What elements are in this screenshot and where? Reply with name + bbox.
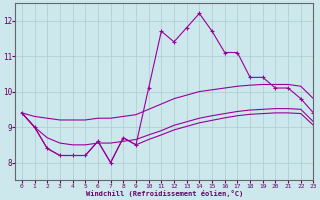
X-axis label: Windchill (Refroidissement éolien,°C): Windchill (Refroidissement éolien,°C) bbox=[86, 190, 243, 197]
